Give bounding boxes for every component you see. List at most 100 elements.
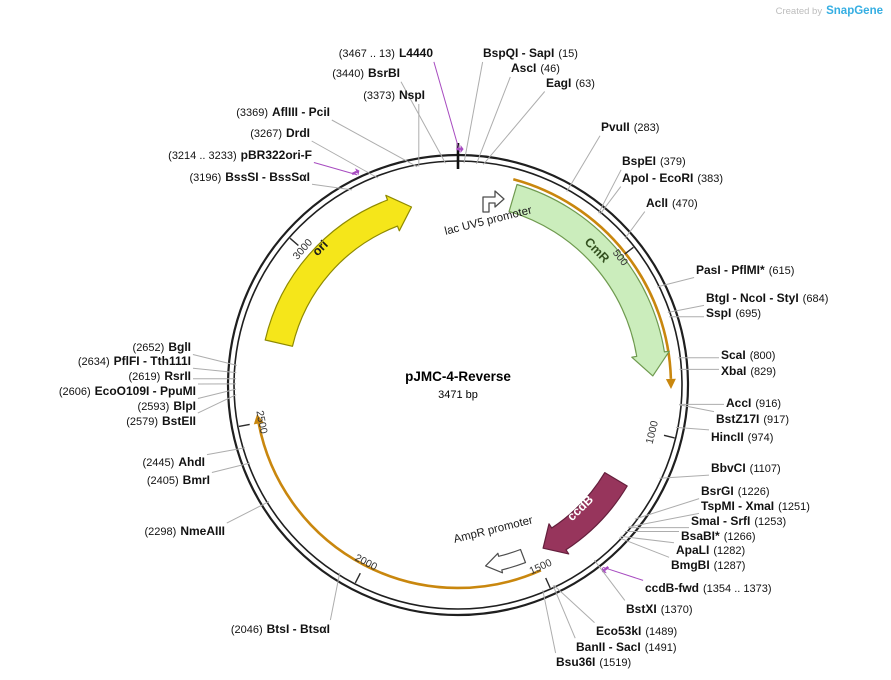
leader-line-bstz17i <box>679 404 715 413</box>
tick-mark-2000 <box>354 572 361 584</box>
orf-arrowhead-0 <box>665 378 676 389</box>
site-label-pasi-pflmi: PasI - PflMI* (615) <box>696 263 794 277</box>
site-label-acli: AclI (470) <box>646 196 698 210</box>
leader-line-hincii <box>675 426 710 431</box>
leader-line-bsrgi <box>634 498 700 520</box>
leader-line-ahdi <box>206 447 246 456</box>
site-label-bspei: BspEI (379) <box>622 154 686 168</box>
site-label-acci: AccI (916) <box>726 396 781 410</box>
tick-mark-3000 <box>289 237 299 247</box>
leader-line-asci <box>476 76 511 164</box>
site-label-bbvci: BbvCI (1107) <box>711 461 781 475</box>
leader-line-btgi-ncoi-styi <box>667 304 705 313</box>
leader-line-apoi-ecori <box>599 186 622 215</box>
site-label-xbai: XbaI (829) <box>721 364 776 378</box>
site-label-hincii: HincII (974) <box>711 430 773 444</box>
site-label-bsu36i: Bsu36I (1519) <box>556 655 631 669</box>
leader-line-pasi-pflmi <box>657 277 695 288</box>
leader-line-bmgbi <box>618 537 670 558</box>
site-label-bsteii: (2579) BstEII <box>126 414 196 428</box>
primer-arrowhead-l4440 <box>460 145 464 153</box>
leader-line-bspei <box>598 169 622 214</box>
created-by-text: Created by <box>775 5 823 17</box>
feature-arrow-ampr-promoter <box>485 548 527 574</box>
tick-label-1500: 1500 <box>528 557 554 578</box>
leader-line-l4440 <box>433 61 461 153</box>
leader-line-bgli <box>192 354 238 366</box>
snapgene-watermark: Created by SnapGene <box>776 5 883 17</box>
leader-line-bbvci <box>659 474 710 479</box>
leader-line-bsssi-bsss-i <box>311 183 353 191</box>
feature-arrow-ori <box>264 194 413 347</box>
tick-mark-500 <box>624 246 634 255</box>
leader-line-bmri <box>211 462 251 473</box>
plasmid-size: 3471 bp <box>438 389 478 401</box>
leader-line-acli <box>624 211 646 239</box>
orf-arrowhead-1 <box>253 414 264 425</box>
site-label-blpi: (2593) BlpI <box>138 399 196 413</box>
leader-line-bsteii <box>197 394 237 414</box>
site-label-nmeaiii: (2298) NmeAIII <box>145 524 225 538</box>
leader-line-btsi-bts-i <box>329 572 341 621</box>
site-label-bmri: (2405) BmrI <box>147 473 210 487</box>
primer-arrow-pbr322ori-f <box>351 170 358 176</box>
site-label-btsi-bts-i: (2046) BtsI - BtsαI <box>231 622 330 636</box>
leader-line-pflfi-tth111i <box>192 367 237 374</box>
leader-line-tspmi-xmai <box>628 512 700 528</box>
feature-arrow-cmr <box>508 183 670 377</box>
promoter-arrow-lac-uv5-promoter <box>482 190 505 213</box>
site-label-sspi: SspI (695) <box>706 306 761 320</box>
site-label-smai-srfi: SmaI - SrfI (1253) <box>691 514 786 528</box>
plasmid-title: pJMC-4-Reverse <box>405 369 511 384</box>
snapgene-brand: SnapGene <box>826 5 883 17</box>
leader-line-pbr322ori-f <box>313 162 358 176</box>
leader-line-nmeaiii <box>226 501 270 524</box>
leader-line-bsrbi <box>400 81 446 164</box>
site-label-tspmi-xmai: TspMI - XmaI (1251) <box>701 499 810 513</box>
site-label-bgli: (2652) BglI <box>133 340 191 354</box>
site-label-nspi: (3373) NspI <box>363 88 425 102</box>
leader-line-afliii-pcii <box>331 119 418 168</box>
site-label-drdi: (3267) DrdI <box>250 126 310 140</box>
site-label-ahdi: (2445) AhdI <box>143 455 205 469</box>
site-label-pflfi-tth111i: (2634) PflFI - Tth111I <box>78 354 191 368</box>
leader-line-eco53ki <box>553 584 595 623</box>
site-label-banii-saci: BanII - SacI (1491) <box>576 640 676 654</box>
feature-arrow-ccdb <box>542 472 628 555</box>
leader-line-bsu36i <box>542 590 557 654</box>
site-label-bsrbi: (3440) BsrBI <box>332 66 400 80</box>
map-base-layer <box>226 143 690 617</box>
feature-label-ampr-promoter: AmpR promoter <box>452 514 534 545</box>
site-label-scai: ScaI (800) <box>721 348 775 362</box>
orf-arc-1 <box>257 423 542 590</box>
leader-line-bspqi-sapi <box>463 61 484 164</box>
site-label-ccdb-fwd: ccdB-fwd (1354 .. 1373) <box>645 581 772 595</box>
site-label-eco53ki: Eco53kI (1489) <box>596 624 677 638</box>
site-label-apoi-ecori: ApoI - EcoRI (383) <box>622 171 723 185</box>
tick-label-1000: 1000 <box>644 419 661 445</box>
site-label-pvuii: PvuII (283) <box>601 120 659 134</box>
map-features-layer <box>264 183 670 574</box>
snapgene-logo-icon <box>776 5 789 18</box>
site-label-ecoo109i-ppumi: (2606) EcoO109I - PpuMI <box>59 384 196 398</box>
leader-line-drdi <box>311 140 379 179</box>
site-label-rsrii: (2619) RsrII <box>129 369 191 383</box>
site-label-bsrgi: BsrGI (1226) <box>701 484 769 498</box>
leader-line-ccdb-fwd <box>602 566 644 581</box>
map-leader-lines-layer <box>192 61 724 654</box>
site-label-btgi-ncoi-styi: BtgI - NcoI - StyI (684) <box>706 291 828 305</box>
tick-label-2500: 2500 <box>253 410 269 435</box>
site-label-afliii-pcii: (3369) AflIII - PciI <box>236 105 330 119</box>
site-label-bsssi-bsss-i: (3196) BssSI - BssSαI <box>189 170 310 184</box>
leader-line-blpi <box>197 388 237 399</box>
site-label-apali: ApaLI (1282) <box>676 543 745 557</box>
site-label-asci: AscI (46) <box>511 61 560 75</box>
leader-line-apali <box>620 535 675 544</box>
site-label-bsabi: BsaBI* (1266) <box>681 529 755 543</box>
site-label-pbr322ori-f: (3214 .. 3233) pBR322ori-F <box>168 148 312 162</box>
primer-arrowhead-pbr322ori-f <box>355 168 360 176</box>
site-label-bstxi: BstXI (1370) <box>626 602 692 616</box>
leader-line-banii-saci <box>552 585 576 639</box>
